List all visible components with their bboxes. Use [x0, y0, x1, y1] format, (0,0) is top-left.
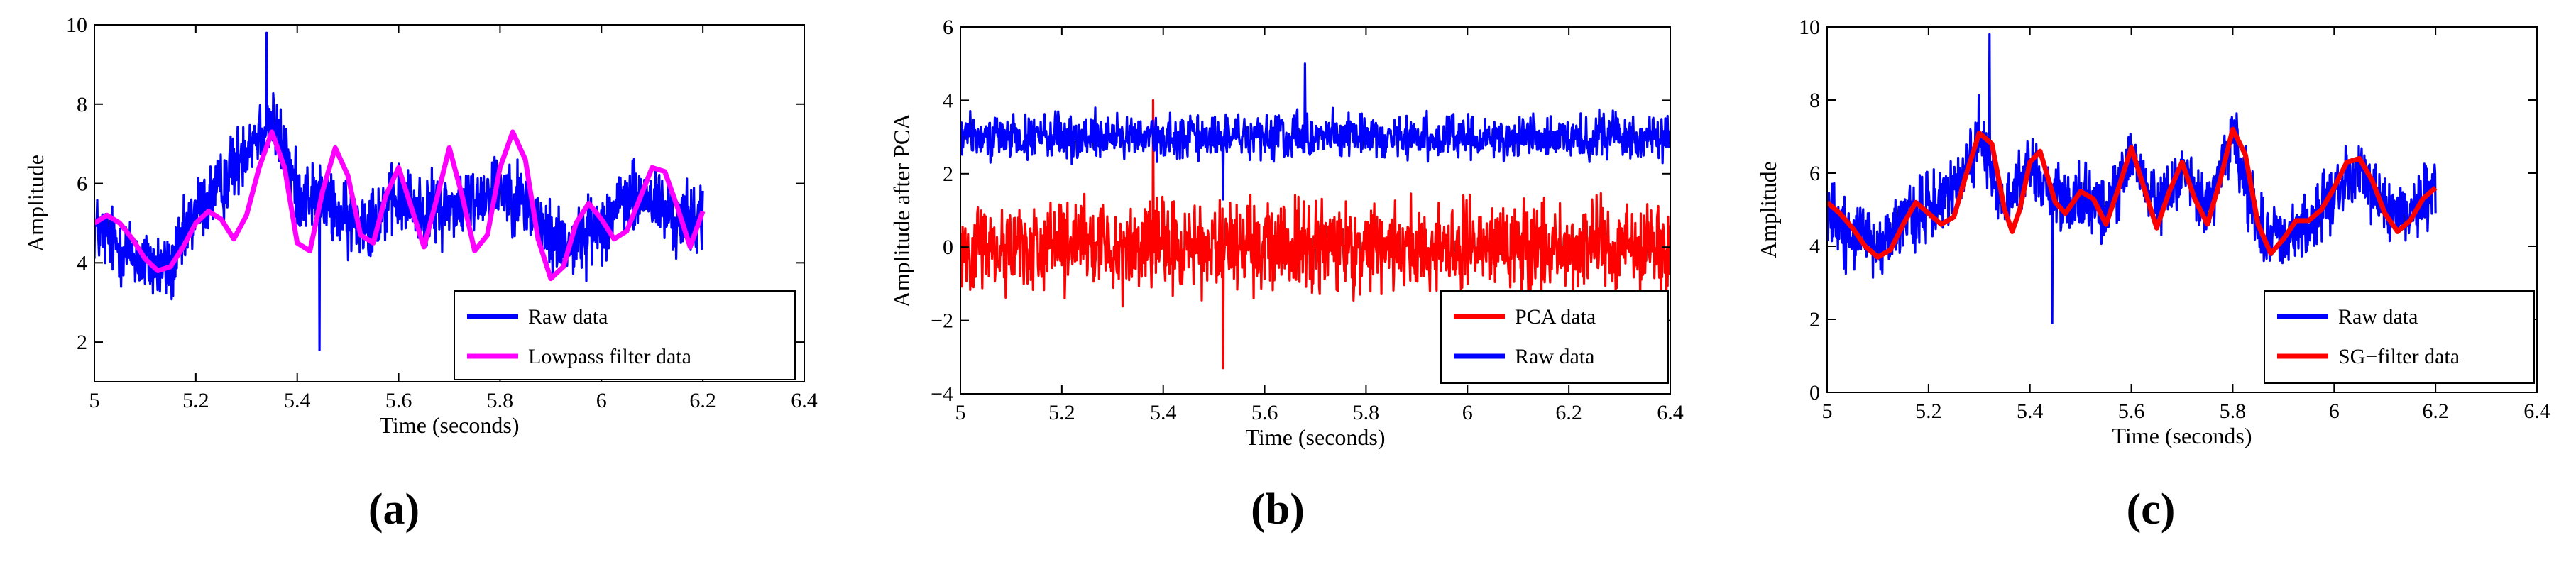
x-tick-label: 5.8: [487, 389, 514, 412]
x-tick-label: 5.4: [284, 389, 311, 412]
legend-label: SG−filter data: [2338, 345, 2460, 368]
x-tick-label: 6: [596, 389, 607, 412]
legend-label: Raw data: [2338, 305, 2418, 329]
x-tick-label: 5.4: [1150, 401, 1177, 424]
legend-label: Raw data: [528, 305, 608, 329]
x-tick-label: 5.6: [385, 389, 412, 412]
x-tick-label: 6: [2329, 400, 2340, 423]
chart-a: 5 5.2 5.4 5.6 5.8 6 6.2 6.4 2 4 6 8 10 Time (seconds)…: [23, 13, 818, 534]
series-line-pca-data: [960, 99, 1670, 370]
x-axis-label: Time (seconds): [1245, 424, 1385, 450]
x-tick-label: 5.2: [1915, 400, 1942, 423]
legend-label: Raw data: [1515, 345, 1594, 368]
series-line-sg-filter-data: [1827, 126, 2438, 260]
series-line-lowpass-filter-data: [94, 129, 706, 282]
y-tick-label: 0: [943, 236, 953, 259]
chart-c: 5 5.2 5.4 5.6 5.8 6 6.2 6.4 0 2 4 6 8 10 Time (seconds…: [1755, 16, 2550, 534]
x-tick-label: 5.2: [1048, 401, 1075, 424]
y-tick-label: 6: [77, 172, 87, 196]
y-axis-label: Amplitude after PCA: [889, 114, 914, 308]
panel-caption: (a): [368, 485, 420, 534]
plot-area: [960, 62, 1670, 370]
y-tick-label: −4: [931, 382, 953, 406]
series-line-raw-data: [1827, 33, 2437, 324]
axes-box: [960, 26, 1671, 395]
x-tick-label: 6.4: [791, 389, 818, 412]
x-tick-label: 5.2: [182, 389, 209, 412]
x-tick-label: 5: [955, 401, 966, 424]
y-tick-label: 2: [1809, 308, 1820, 331]
chart-b: 5 5.2 5.4 5.6 5.8 6 6.2 6.4 −4 −2 0 2 4 6 Time (second…: [889, 16, 1684, 534]
y-axis-label: Amplitude: [23, 155, 48, 252]
x-tick-label: 5.4: [2017, 400, 2044, 423]
y-tick-label: 8: [77, 93, 87, 116]
panel-caption: (b): [1251, 485, 1305, 534]
series-line-raw-data: [960, 62, 1670, 201]
x-axis-label: Time (seconds): [2112, 423, 2252, 448]
x-tick-label: 5.6: [1251, 401, 1278, 424]
x-tick-label: 5.6: [2118, 400, 2145, 423]
y-tick-label: 0: [1809, 381, 1820, 404]
axes-box: [94, 24, 805, 382]
axes-box: [1826, 26, 2538, 393]
y-tick-label: 4: [943, 89, 953, 112]
y-tick-label: 10: [66, 13, 87, 37]
y-tick-label: 4: [77, 251, 87, 275]
legend-box: [454, 290, 796, 380]
legend-label: Lowpass filter data: [528, 345, 691, 368]
legend-box: [1440, 290, 1669, 384]
y-tick-label: 8: [1809, 89, 1820, 112]
x-tick-label: 6.2: [1555, 401, 1582, 424]
y-tick-label: 6: [943, 16, 953, 39]
legend: Raw data Lowpass filter data: [454, 290, 796, 380]
x-tick-label: 6: [1462, 401, 1473, 424]
x-axis-label: Time (seconds): [379, 412, 519, 438]
y-axis-label: Amplitude: [1755, 161, 1781, 258]
y-tick-label: 2: [943, 162, 953, 186]
panel-caption: (c): [2127, 485, 2176, 534]
plot-area: [1827, 33, 2438, 324]
x-tick-label: 6.4: [1657, 401, 1684, 424]
y-tick-label: −2: [931, 309, 953, 333]
legend: PCA data Raw data: [1440, 290, 1669, 384]
y-tick-label: 4: [1809, 235, 1820, 258]
y-tick-label: 6: [1809, 162, 1820, 185]
legend-label: PCA data: [1515, 305, 1596, 329]
legend-box: [2264, 290, 2535, 384]
x-tick-label: 5.8: [1353, 401, 1380, 424]
x-tick-label: 6.2: [2422, 400, 2449, 423]
x-tick-label: 5: [89, 389, 100, 412]
x-tick-label: 6.2: [689, 389, 716, 412]
plot-area: [94, 31, 706, 351]
x-tick-label: 6.4: [2523, 400, 2550, 423]
x-tick-label: 5.8: [2220, 400, 2247, 423]
x-tick-label: 5: [1822, 400, 1833, 423]
y-tick-label: 2: [77, 331, 87, 354]
legend: Raw data SG−filter data: [2264, 290, 2535, 384]
y-tick-label: 10: [1799, 16, 1820, 39]
